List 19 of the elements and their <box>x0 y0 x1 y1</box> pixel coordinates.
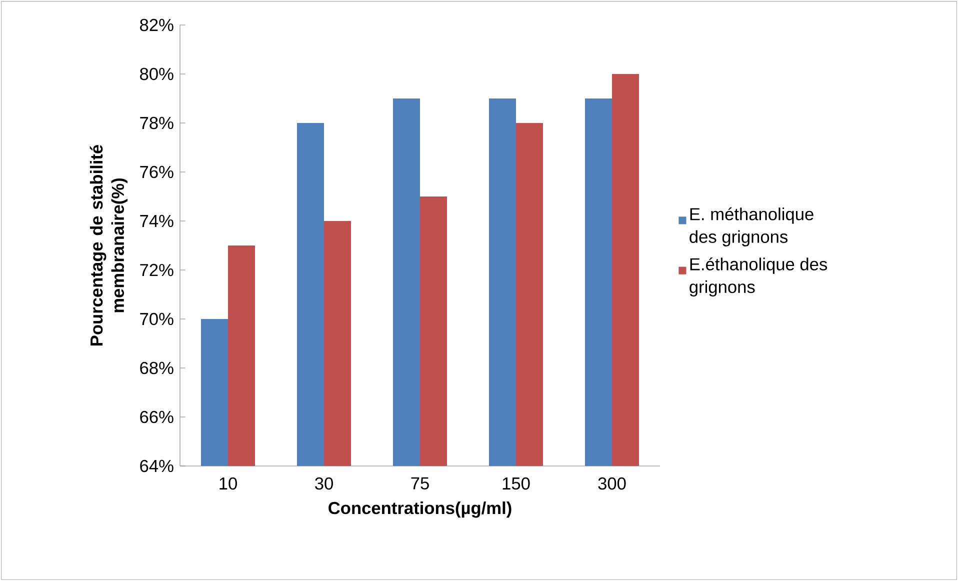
x-tick-label: 75 <box>411 477 429 490</box>
y-tick-label: 70% <box>140 312 174 326</box>
x-tick-label: 10 <box>220 477 237 490</box>
legend-label: E. méthanolique des grignons <box>690 207 814 246</box>
y-tick-label: 64% <box>140 460 174 472</box>
y-tick-label: 66% <box>140 410 174 424</box>
y-tick-label: 76% <box>140 166 174 178</box>
y-tick-label: 68% <box>140 362 174 374</box>
y-tick-label: 72% <box>140 264 174 276</box>
y-axis-title: Pourcentage de stabilité membranaire(%) <box>90 144 128 346</box>
x-tick-label: 30 <box>315 477 333 490</box>
y-tick-label: 74% <box>140 214 174 228</box>
legend-label: E.éthanolique des grignons <box>690 257 828 297</box>
y-tick-label: 78% <box>140 116 174 130</box>
x-tick-label: 300 <box>598 477 626 490</box>
y-tick-label: 80% <box>140 68 174 80</box>
y-tick-label: 82% <box>140 18 174 32</box>
x-axis-title: Concentrations(µg/ml) <box>328 501 512 518</box>
x-tick-label: 150 <box>502 477 530 490</box>
